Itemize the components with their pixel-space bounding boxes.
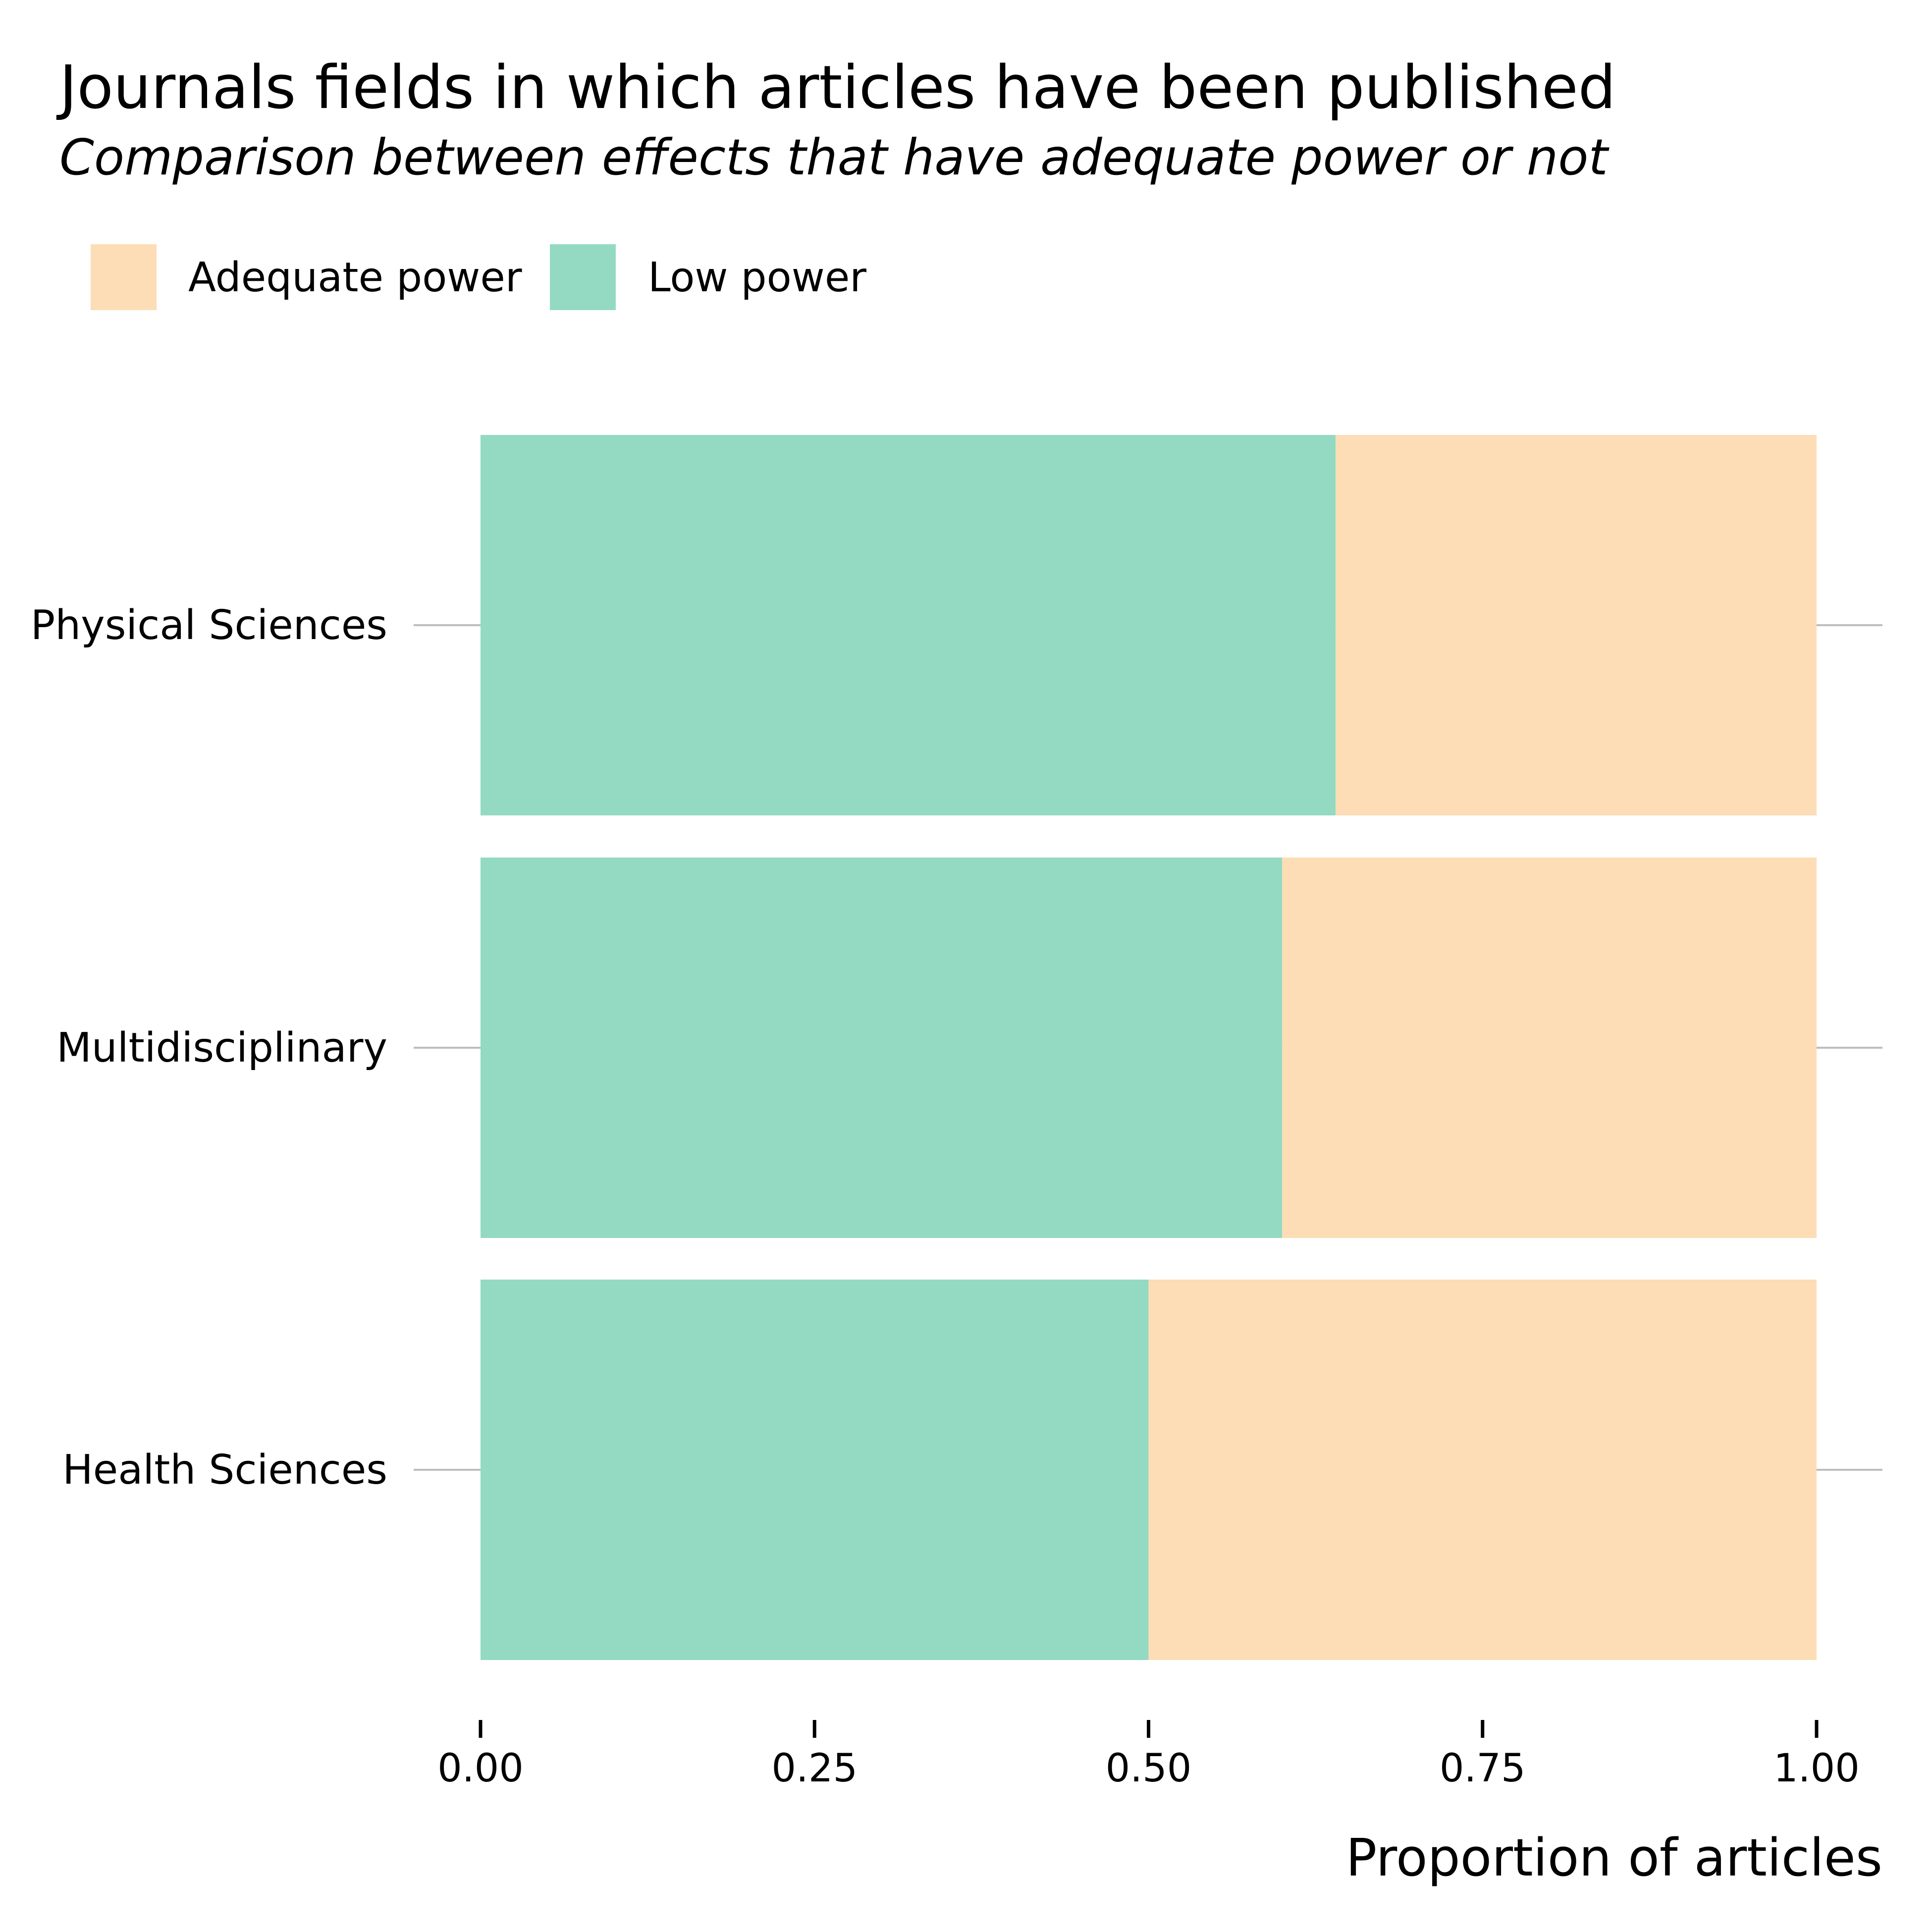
bar-health-sciences-low-power	[481, 1280, 1149, 1660]
x-tick-label-0: 0.00	[437, 1746, 524, 1791]
x-tick-label-3: 0.75	[1440, 1746, 1526, 1791]
chart-title: Journals fields in which articles have b…	[56, 54, 1616, 122]
x-axis: 0.00 0.25 0.50 0.75 1.00	[437, 1720, 1860, 1791]
category-label-multidisciplinary: Multidisciplinary	[56, 1024, 387, 1072]
bar-multidisciplinary-adequate-power	[1282, 858, 1817, 1238]
category-labels: Physical Sciences Multidisciplinary Health…	[31, 602, 387, 1494]
x-tick-label-4: 1.00	[1773, 1746, 1860, 1791]
bar-physical-sciences-low-power	[481, 435, 1336, 815]
bar-health-sciences-adequate-power	[1148, 1280, 1817, 1660]
bars	[481, 435, 1817, 1660]
category-label-health-sciences: Health Sciences	[62, 1447, 387, 1494]
legend-swatch-adequate-power	[91, 244, 157, 310]
legend: Adequate power Low power	[91, 244, 866, 310]
category-label-physical-sciences: Physical Sciences	[31, 602, 387, 649]
legend-swatch-low-power	[550, 244, 616, 310]
chart-subtitle: Comparison between effects that have ade…	[59, 128, 1610, 186]
legend-label-adequate-power: Adequate power	[188, 254, 522, 301]
x-tick-label-2: 0.50	[1106, 1746, 1192, 1791]
legend-label-low-power: Low power	[648, 254, 866, 301]
bar-physical-sciences-adequate-power	[1336, 435, 1817, 815]
x-axis-title: Proportion of articles	[1346, 1827, 1882, 1888]
x-tick-label-1: 0.25	[771, 1746, 858, 1791]
bar-multidisciplinary-low-power	[481, 858, 1283, 1238]
